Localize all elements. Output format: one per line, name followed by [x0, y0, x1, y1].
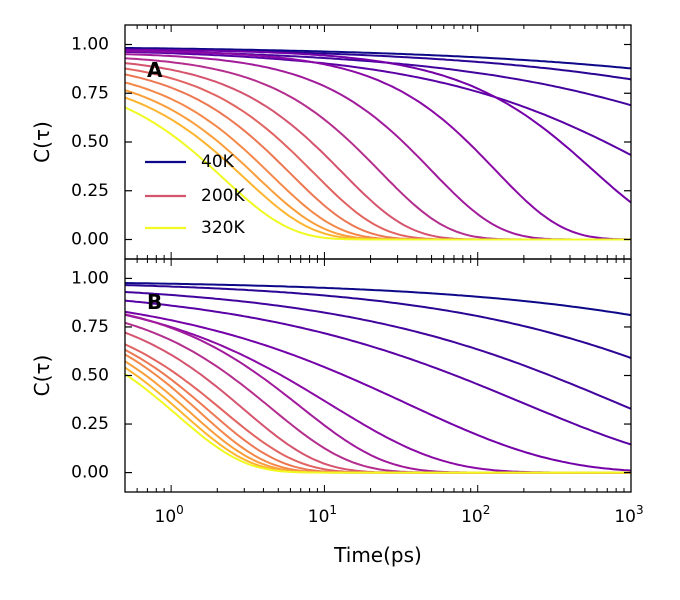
y-tick-label: 0.50 — [71, 132, 109, 152]
panel-a: 0.00 0.25 0.50 0.75 1.00 A C(τ) 40K 200K 320K — [30, 24, 632, 260]
legend-label-40k: 40K — [201, 152, 235, 172]
y-tick-label: 0.75 — [71, 83, 109, 103]
panel-b-frame — [124, 258, 632, 493]
series-line-320k — [124, 373, 631, 474]
series-line-320k — [124, 106, 631, 241]
x-tick-label: 100 — [155, 503, 184, 527]
series-line-160k — [124, 53, 631, 241]
series-line-300k — [124, 366, 631, 474]
x-tick-label: 102 — [461, 503, 490, 527]
series-line-180k — [124, 321, 631, 474]
y-tick-label: 0.00 — [71, 230, 109, 250]
y-tick-label: 0.75 — [71, 317, 109, 337]
series-line-220k — [124, 343, 631, 474]
series-line-260k — [124, 353, 631, 474]
series-line-120k — [124, 310, 632, 472]
panel-a-letter: A — [147, 58, 163, 82]
legend-label-200k: 200K — [201, 186, 245, 206]
y-tick-label: 0.00 — [71, 463, 109, 483]
series-line-100k — [124, 299, 632, 446]
series-line-120k — [125, 48, 632, 204]
y-tick-label: 1.00 — [71, 268, 109, 288]
y-tick-label: 0.50 — [71, 366, 109, 386]
series-line-140k — [125, 50, 631, 241]
series-line-80k — [124, 291, 632, 410]
x-tick-label: 103 — [614, 503, 643, 527]
y-tick-label: 0.25 — [71, 414, 109, 434]
x-tick-label: 101 — [308, 503, 337, 527]
series-line-40k — [125, 47, 632, 70]
panel-b-letter: B — [147, 290, 162, 314]
x-axis-label: Time(ps) — [333, 543, 422, 567]
y-tick-label: 1.00 — [71, 35, 109, 55]
legend-label-320k: 320K — [201, 218, 245, 238]
series-line-180k — [124, 57, 631, 241]
panel-b-ylabel: C(τ) — [30, 355, 54, 397]
series-line-100k — [124, 50, 632, 156]
series-line-240k — [124, 348, 631, 474]
series-line-60k — [124, 284, 632, 359]
panel-a-ylabel: C(τ) — [30, 121, 54, 163]
y-tick-label: 0.25 — [71, 181, 109, 201]
series-line-40k — [124, 282, 632, 317]
legend: 40K 200K 320K — [145, 152, 245, 238]
